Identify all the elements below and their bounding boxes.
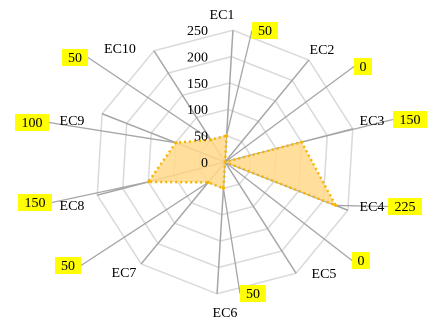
tick-label-200: 200: [187, 50, 208, 65]
data-label-box: [352, 252, 370, 269]
data-label-ec8: 150: [18, 194, 52, 211]
data-label-text: 100: [22, 116, 43, 131]
data-label-text: 50: [61, 259, 75, 274]
series-point-ec7: [206, 180, 210, 184]
data-label-text: 50: [246, 287, 260, 302]
data-label-text: 50: [68, 51, 82, 66]
series-area: [145, 134, 339, 208]
data-label-leaders: [48, 30, 394, 294]
data-label-box: [388, 198, 422, 215]
leader-line-ec5: [224, 161, 353, 262]
series-point-ec3: [300, 140, 304, 144]
leader-line-ec10: [87, 56, 212, 141]
category-label-ec10: EC10: [104, 42, 136, 57]
tick-label-100: 100: [187, 103, 208, 118]
series-point-ec4: [334, 203, 338, 207]
category-labels: EC1 EC2 EC3 EC4 EC5 EC6 EC7 EC8 EC9 EC10: [60, 8, 385, 321]
data-label-text: 150: [25, 196, 46, 211]
leader-line-ec8: [51, 181, 149, 204]
tick-label-0: 0: [201, 156, 208, 171]
leader-line-ec3: [301, 118, 394, 143]
tick-label-50: 50: [194, 130, 208, 145]
category-label-ec8: EC8: [60, 199, 85, 214]
data-label-ec10: 50: [62, 49, 88, 66]
data-label-ec3: 150: [393, 111, 427, 128]
series-point-ec10: [209, 138, 213, 142]
tick-label-250: 250: [187, 24, 208, 39]
axis-spoke-ec1: [224, 30, 234, 163]
category-label-ec6: EC6: [213, 306, 238, 321]
leader-line-ec4: [335, 204, 389, 208]
data-labels: 50 0 150 225 0 50 50 150 100 50: [15, 22, 427, 302]
series-point-ec8: [146, 180, 150, 184]
axis-spoke-ec5: [224, 161, 297, 274]
data-label-ec2: 0: [354, 58, 372, 75]
series-point-ec1: [225, 134, 229, 138]
data-label-ec4: 225: [388, 198, 422, 215]
category-label-ec7: EC7: [112, 266, 137, 281]
category-label-ec2: EC2: [310, 43, 335, 58]
axis-spoke-ec2: [224, 59, 310, 163]
data-label-ec9: 100: [15, 114, 49, 131]
tick-label-150: 150: [187, 77, 208, 92]
category-label-ec1: EC1: [210, 8, 235, 23]
radial-tick-labels: 0 50 100 150 200 250: [187, 24, 208, 171]
data-label-text: 0: [358, 254, 365, 269]
category-label-ec3: EC3: [360, 114, 385, 129]
data-label-box: [354, 58, 372, 75]
data-label-box: [62, 49, 88, 66]
data-label-box: [15, 114, 49, 131]
data-label-box: [240, 285, 266, 302]
data-label-ec6: 50: [240, 285, 266, 302]
category-label-ec9: EC9: [60, 114, 85, 129]
data-label-ec5: 0: [352, 252, 370, 269]
data-label-text: 50: [258, 24, 272, 39]
leader-line-ec1: [225, 30, 253, 136]
series-point-ec6: [221, 186, 225, 190]
leader-line-ec9: [48, 121, 176, 144]
leader-line-ec6: [222, 188, 241, 294]
data-label-box: [18, 194, 52, 211]
data-label-text: 225: [395, 200, 416, 215]
data-label-box: [393, 111, 427, 128]
leader-line-ec2: [224, 65, 355, 163]
category-label-ec4: EC4: [360, 200, 385, 215]
data-label-ec1: 50: [252, 22, 278, 39]
category-label-ec5: EC5: [312, 267, 337, 282]
series-point-ec5: [223, 160, 227, 164]
data-label-ec7: 50: [55, 257, 81, 274]
leader-line-ec7: [80, 181, 209, 267]
data-label-text: 0: [360, 60, 367, 75]
data-label-box: [252, 22, 278, 39]
radar-series: [145, 134, 339, 208]
series-point-ec9: [174, 141, 178, 145]
data-label-text: 150: [400, 113, 421, 128]
data-label-box: [55, 257, 81, 274]
